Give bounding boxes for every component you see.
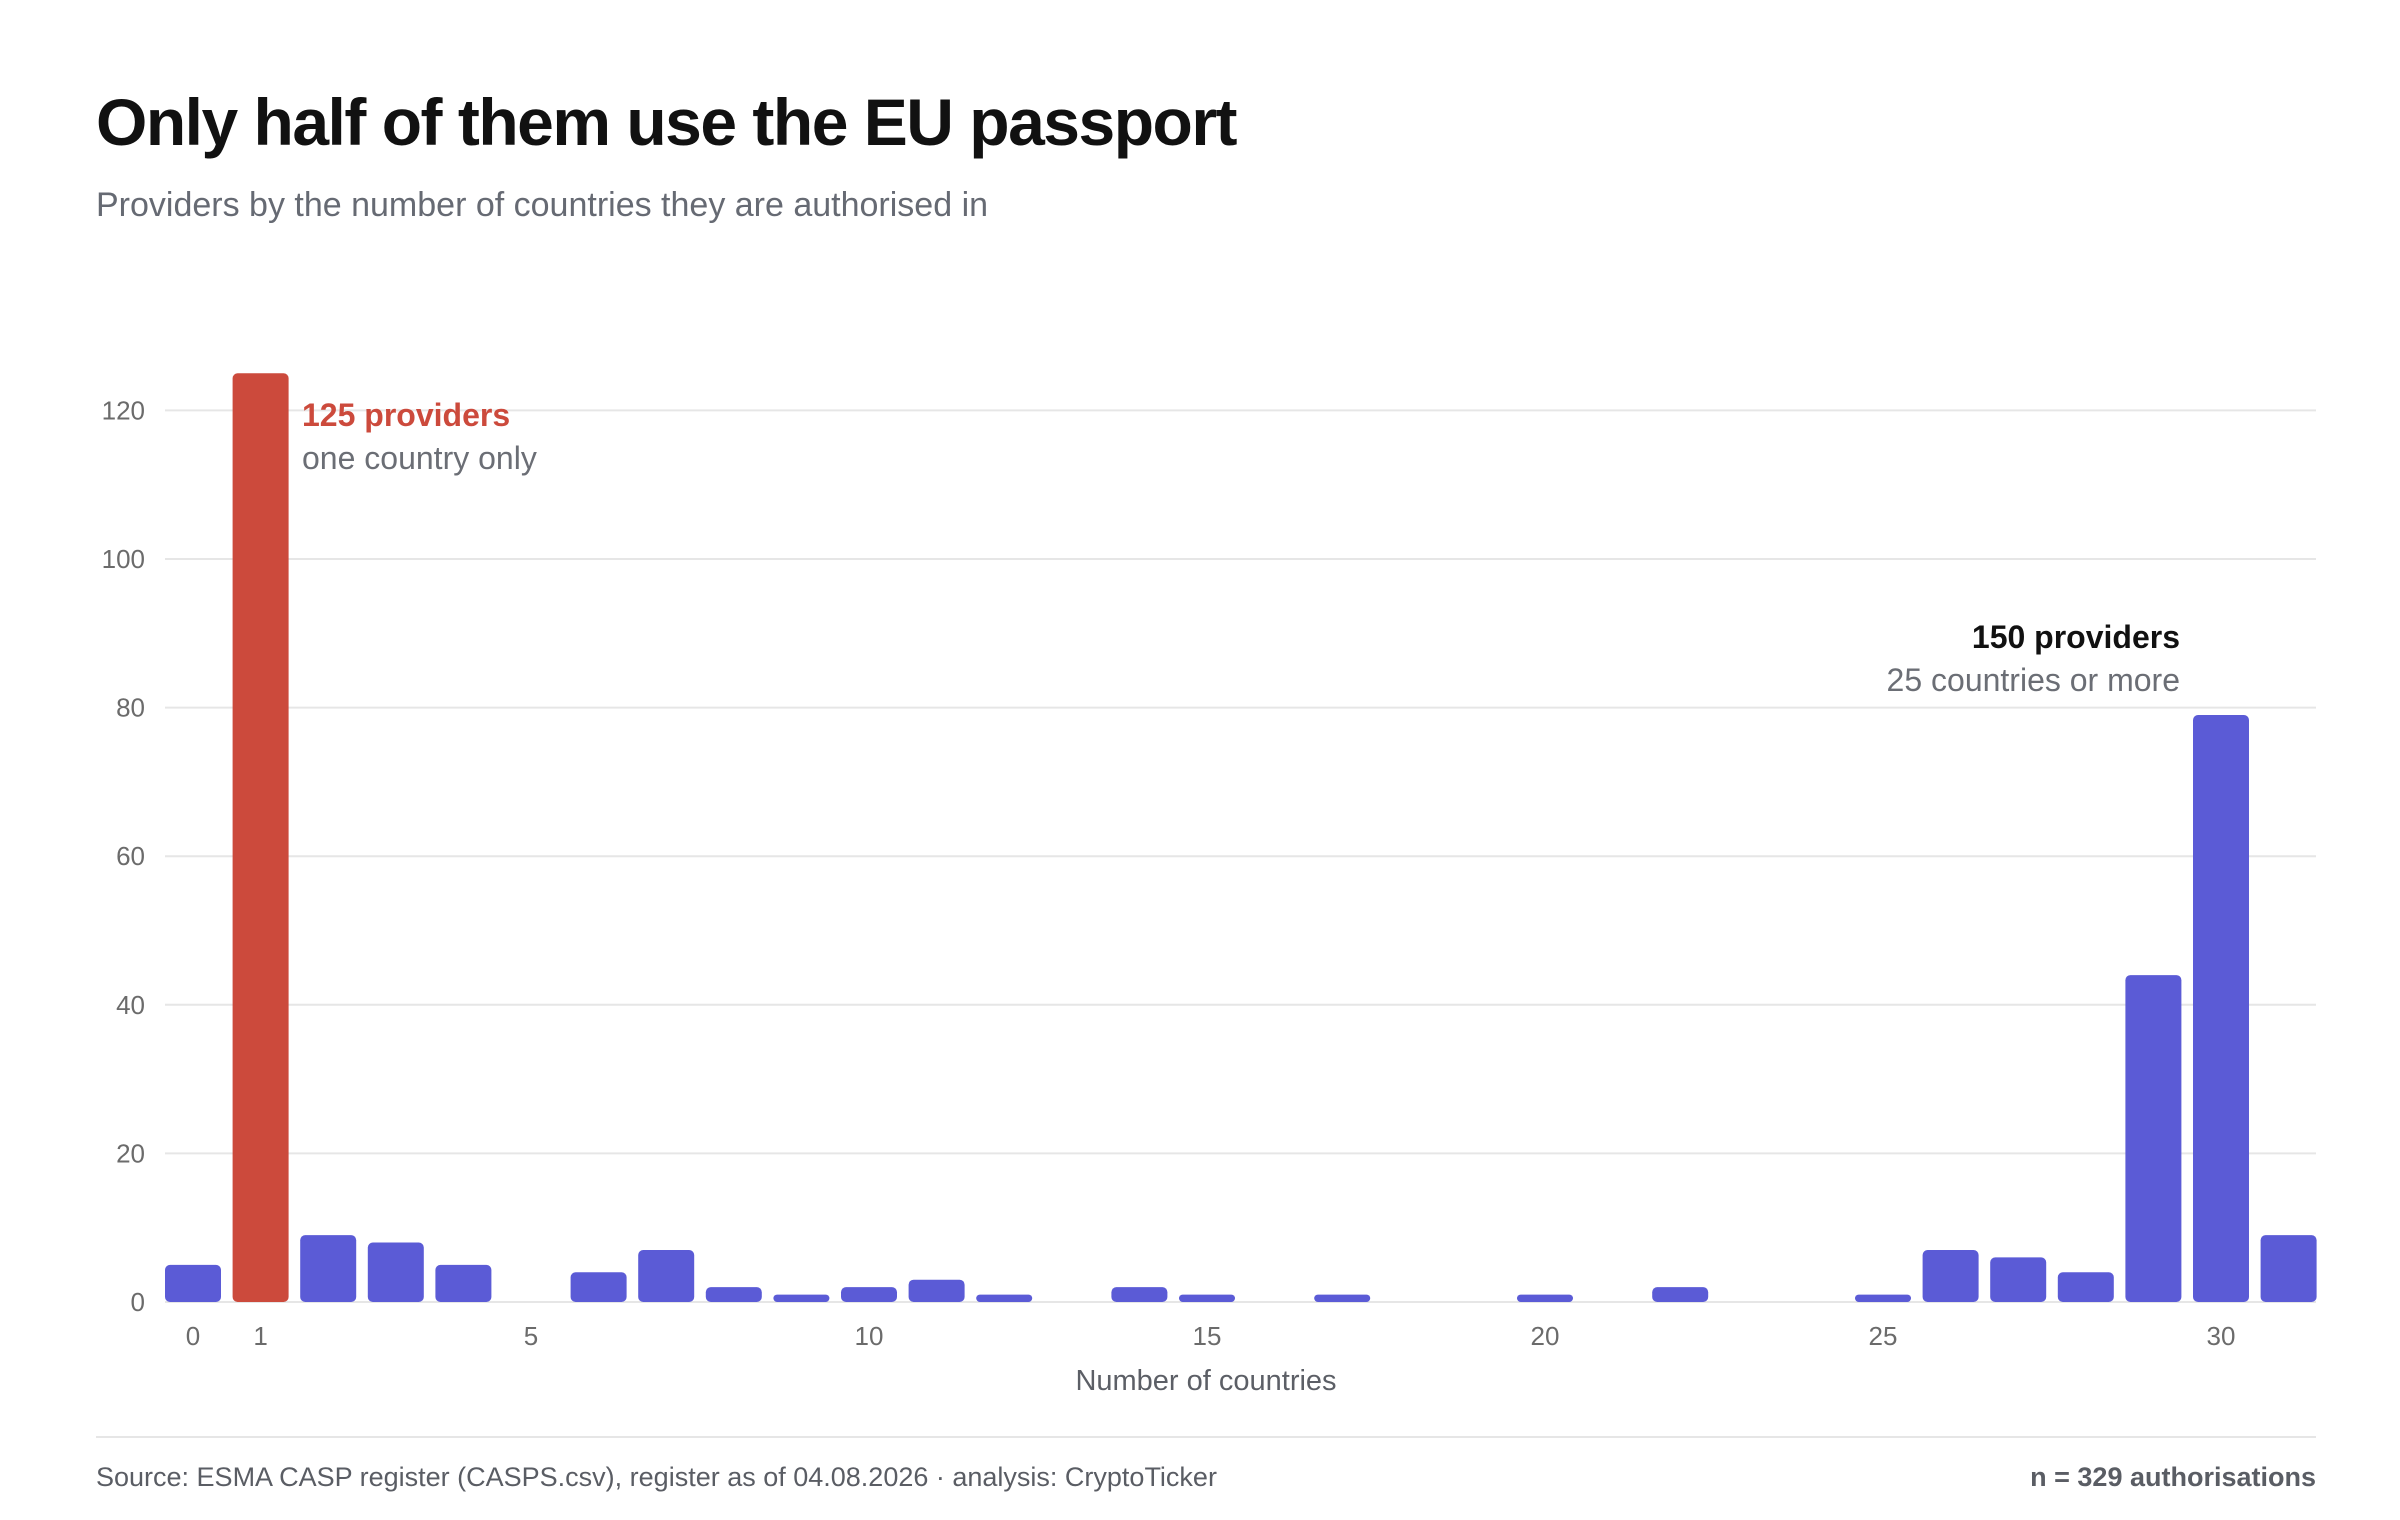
y-tick-0: 0 (131, 1287, 145, 1317)
bar-30 (2193, 715, 2249, 1302)
bar-7 (638, 1249, 695, 1302)
bar-20 (1517, 1294, 1573, 1302)
bar-31 (2260, 1235, 2317, 1302)
bar-3 (367, 1242, 424, 1302)
chart-subtitle: Providers by the number of countries the… (96, 186, 989, 224)
y-tick-60: 60 (116, 841, 145, 871)
x-tick-0: 0 (186, 1321, 200, 1351)
x-tick-10: 10 (855, 1321, 884, 1351)
annotation-25-plus-label: 150 providers (1972, 619, 2180, 655)
y-tick-120: 120 (102, 395, 145, 425)
bar-10 (841, 1287, 897, 1302)
bar-25 (1855, 1294, 1911, 1302)
footer-divider (96, 1436, 2316, 1438)
x-tick-1: 1 (253, 1321, 267, 1351)
bar-29 (2125, 975, 2182, 1302)
x-tick-25: 25 (1869, 1321, 1898, 1351)
bar-9 (773, 1294, 830, 1302)
bar-28 (2057, 1272, 2114, 1302)
bar-2 (300, 1235, 357, 1302)
sample-size-note: n = 329 authorisations (2030, 1462, 2316, 1492)
y-tick-40: 40 (116, 990, 145, 1020)
bar-17 (1314, 1294, 1371, 1302)
x-tick-30: 30 (2207, 1321, 2236, 1351)
y-tick-100: 100 (102, 544, 145, 574)
y-tick-20: 20 (116, 1138, 145, 1168)
bar-14 (1111, 1287, 1168, 1302)
y-axis-ticks: 0 20 40 60 80 100 120 (102, 395, 145, 1317)
source-note: Source: ESMA CASP register (CASPS.csv), … (96, 1462, 1217, 1492)
bar-27 (1990, 1257, 2047, 1302)
x-axis-ticks: 0 1 5 10 15 20 25 30 (186, 1321, 2236, 1351)
bar-6 (570, 1272, 627, 1302)
bar-12 (976, 1294, 1033, 1302)
bar-4 (435, 1264, 492, 1302)
bar-15 (1179, 1294, 1235, 1302)
gridlines (165, 409, 2316, 1303)
annotation-25-plus-sublabel: 25 countries or more (1887, 662, 2180, 698)
bar-11 (908, 1279, 965, 1302)
annotation-one-country-sublabel: one country only (302, 440, 537, 476)
x-tick-5: 5 (524, 1321, 538, 1351)
bar-0 (165, 1264, 221, 1302)
bar-22 (1652, 1287, 1709, 1302)
annotation-one-country-label: 125 providers (302, 397, 510, 433)
bar-8 (705, 1287, 762, 1302)
x-axis-label: Number of countries (1075, 1365, 1336, 1397)
x-tick-15: 15 (1193, 1321, 1222, 1351)
chart-title: Only half of them use the EU passport (96, 85, 1238, 159)
bar-1 (232, 373, 289, 1302)
bar-26 (1922, 1249, 1979, 1302)
x-tick-20: 20 (1531, 1321, 1560, 1351)
bars (165, 373, 2317, 1302)
y-tick-80: 80 (116, 693, 145, 723)
